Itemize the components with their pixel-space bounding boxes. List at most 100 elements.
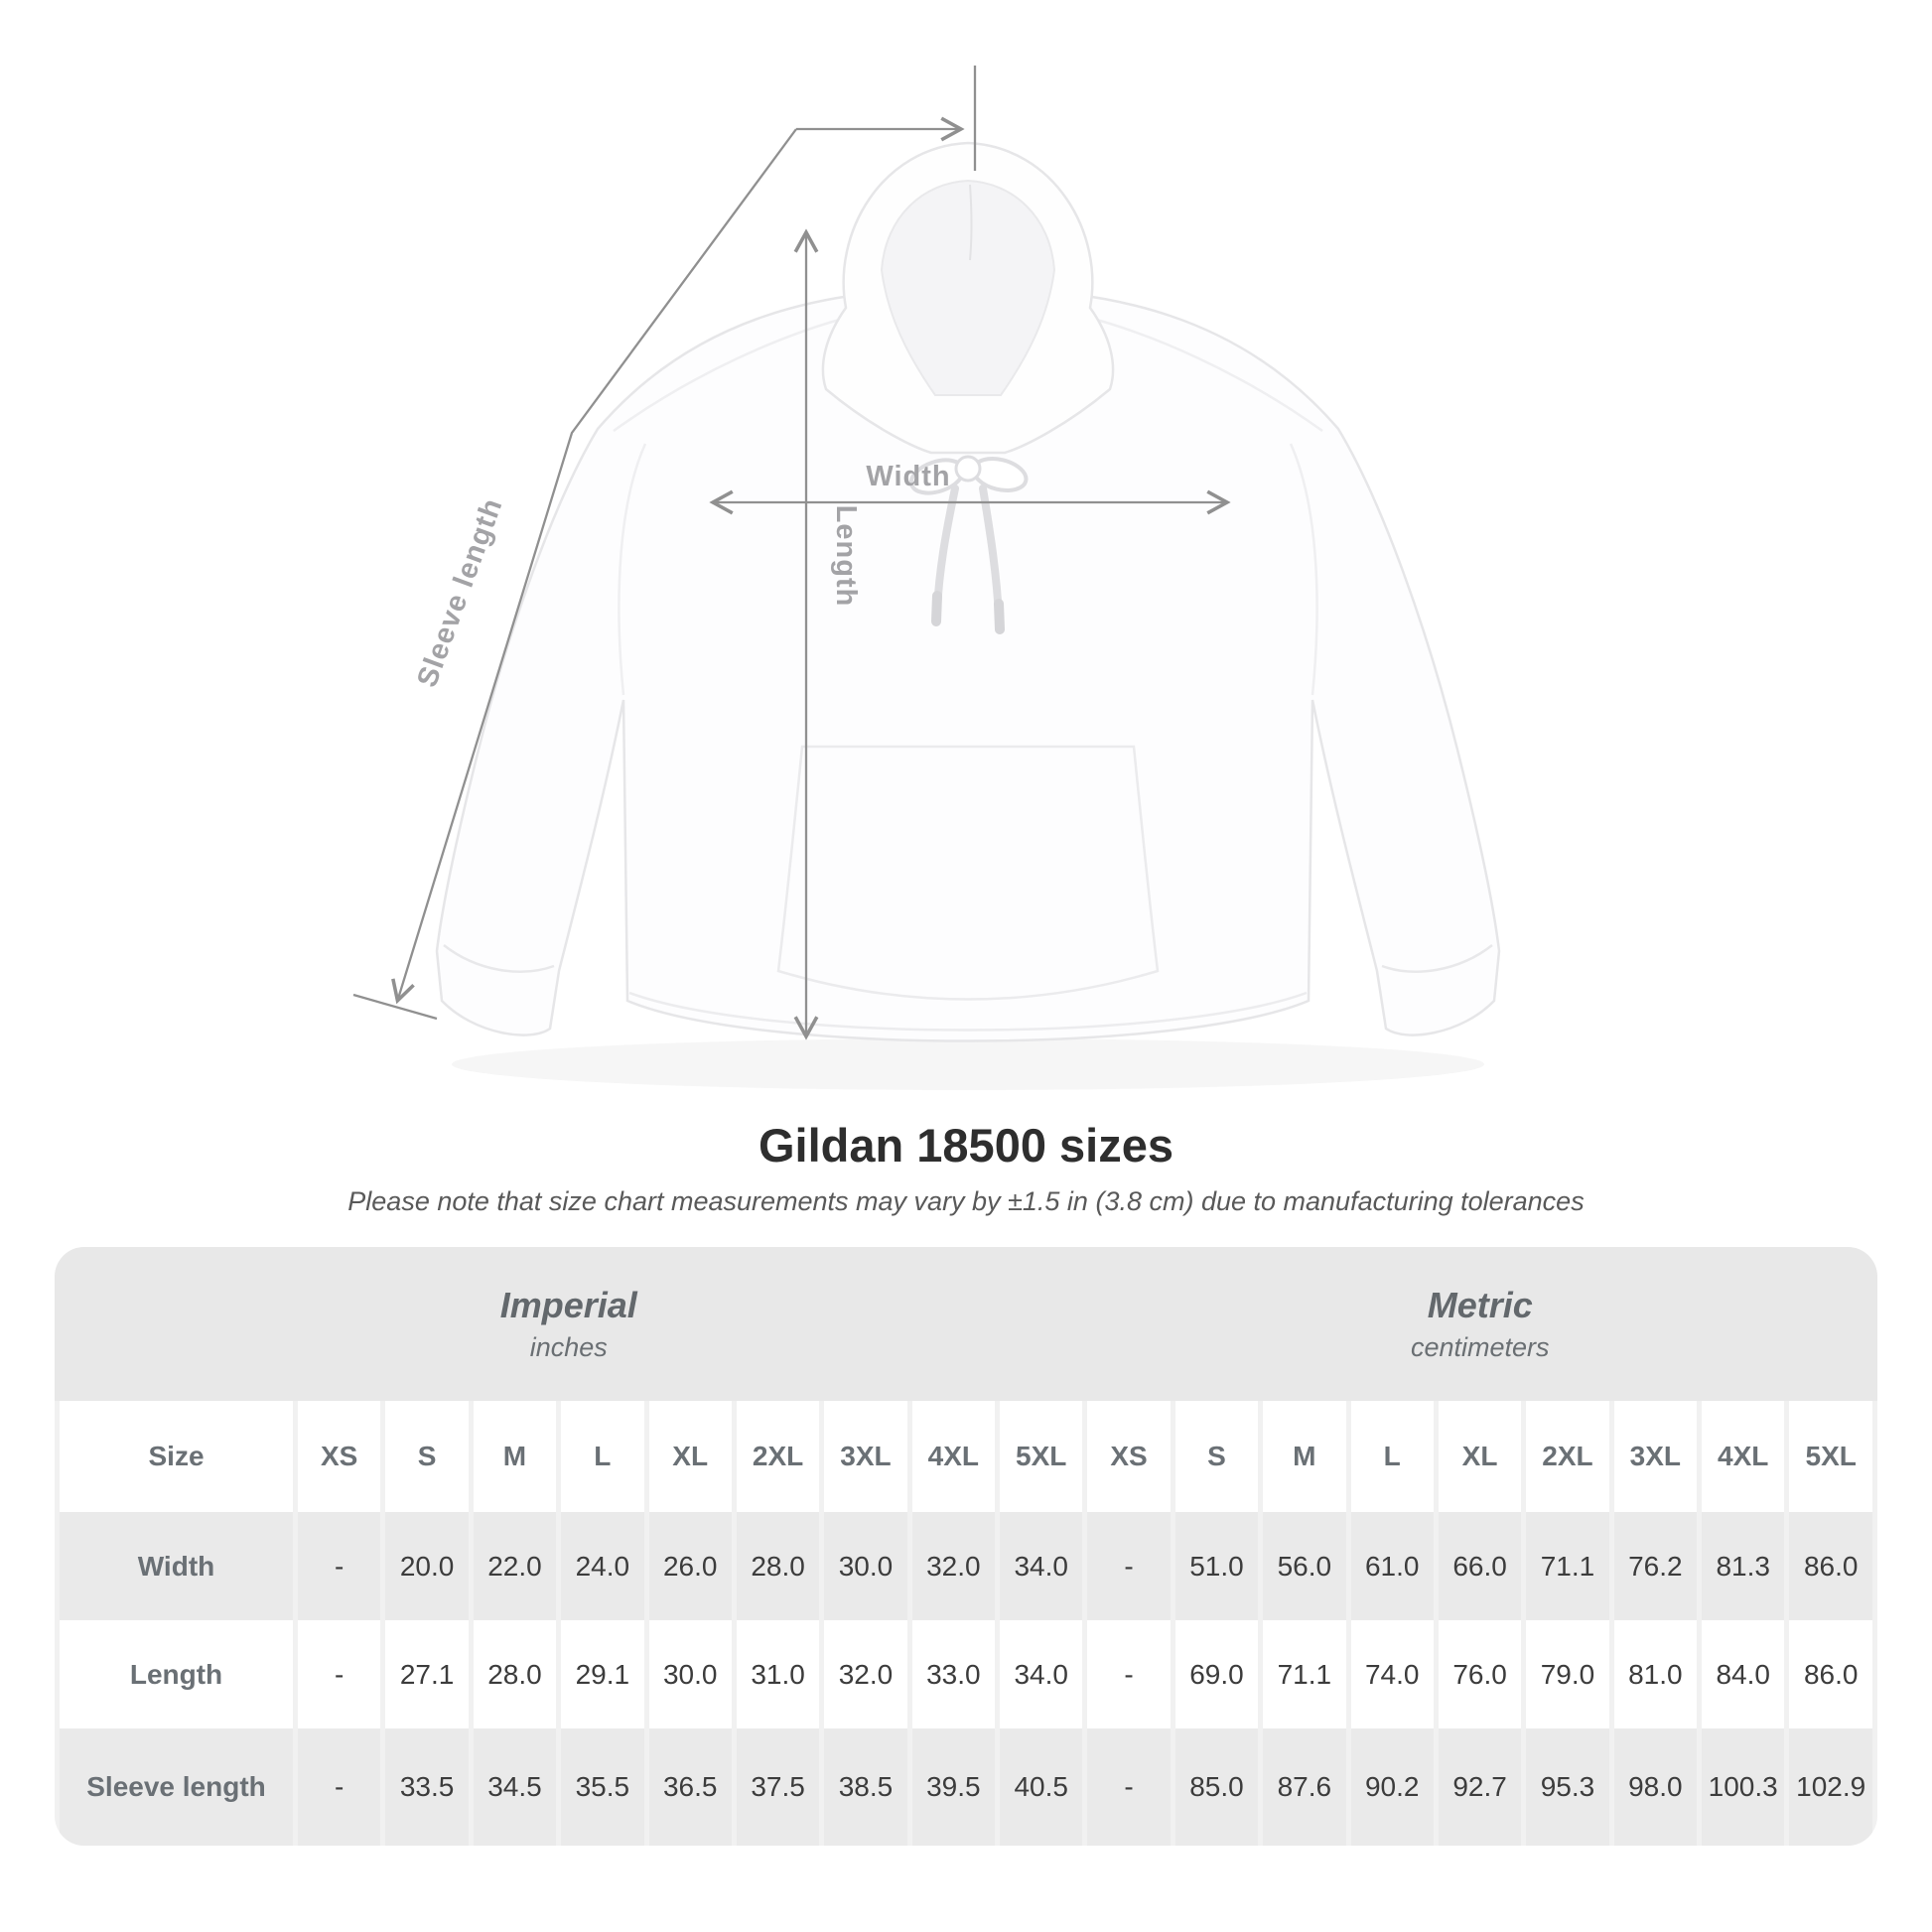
size-header-cell: S — [1174, 1401, 1259, 1513]
row-label: Width — [60, 1512, 293, 1621]
hood-inner-seam — [969, 184, 973, 261]
value-cell: 36.5 — [648, 1728, 732, 1847]
size-header-cell: L — [1350, 1401, 1434, 1513]
metric-section-header: Metric centimeters — [1083, 1247, 1877, 1401]
table-row: Sleeve length -33.5 34.5 35.5 36.5 37.5 38.5 39… — [60, 1728, 1872, 1847]
value-cell: 32.0 — [824, 1620, 907, 1729]
value-cell: 86.0 — [1789, 1512, 1872, 1621]
value-cell: 34.5 — [473, 1728, 557, 1847]
size-header-cell: L — [561, 1401, 644, 1513]
size-header-cell: 4XL — [911, 1401, 995, 1513]
size-header-cell: 3XL — [824, 1401, 907, 1513]
row-label: Sleeve length — [60, 1728, 293, 1847]
value-cell: 85.0 — [1174, 1728, 1259, 1847]
size-header-cell: 3XL — [1613, 1401, 1697, 1513]
value-cell: 27.1 — [385, 1620, 469, 1729]
hood-opening — [880, 179, 1056, 396]
hem-band-seam — [628, 991, 1308, 1032]
value-cell: 40.5 — [1000, 1728, 1083, 1847]
table-row: Length -27.1 28.0 29.1 30.0 31.0 32.0 33.0 34.0-… — [60, 1620, 1872, 1729]
size-header-cell: M — [473, 1401, 557, 1513]
width-label: Width — [866, 461, 950, 492]
hoodie-diagram-canvas: Sleeve length Length Width — [352, 66, 1501, 1090]
value-cell: 30.0 — [824, 1512, 907, 1621]
value-cell: 95.3 — [1526, 1728, 1609, 1847]
length-label: Length — [830, 505, 862, 608]
right-shoulder-seam — [1081, 314, 1323, 433]
value-cell: 33.5 — [385, 1728, 469, 1847]
size-table: Imperial inches Metric centimeters Size … — [55, 1247, 1877, 1847]
size-header-cell: M — [1263, 1401, 1346, 1513]
tolerance-note: Please note that size chart measurements… — [347, 1185, 1585, 1216]
value-cell: 56.0 — [1263, 1512, 1346, 1621]
left-armhole-seam — [618, 443, 647, 696]
hoodie-body — [435, 286, 1501, 1042]
unit-band: Imperial inches Metric centimeters — [55, 1247, 1877, 1402]
size-table-grid: Size XS S M L XL 2XL 3XL 4XL 5XL XS S M L XL 2XL 3XL 4XL… — [55, 1401, 1877, 1847]
size-header-cell: 5XL — [1789, 1401, 1872, 1513]
left-shoulder-seam — [613, 314, 855, 433]
value-cell: - — [1087, 1728, 1171, 1847]
value-cell: 69.0 — [1174, 1620, 1259, 1729]
sleeve-length-label: Sleeve length — [411, 493, 508, 691]
value-cell: 71.1 — [1526, 1512, 1609, 1621]
value-cell: 79.0 — [1526, 1620, 1609, 1729]
hoodie-diagram: Sleeve length Length Width — [352, 66, 1501, 1090]
size-header-cell: 4XL — [1702, 1401, 1785, 1513]
metric-unit: centimeters — [1410, 1332, 1550, 1363]
value-cell: 32.0 — [911, 1512, 995, 1621]
value-cell: 33.0 — [911, 1620, 995, 1729]
value-cell: 20.0 — [385, 1512, 469, 1621]
imperial-title: Imperial — [499, 1285, 637, 1326]
value-cell: 74.0 — [1350, 1620, 1434, 1729]
value-cell: 90.2 — [1350, 1728, 1434, 1847]
value-cell: 34.0 — [1000, 1620, 1083, 1729]
imperial-unit: inches — [529, 1332, 608, 1363]
value-cell: 29.1 — [561, 1620, 644, 1729]
size-header-cell: 5XL — [1000, 1401, 1083, 1513]
left-cuff-seam — [443, 944, 555, 973]
value-cell: 81.0 — [1613, 1620, 1697, 1729]
size-header-cell: XS — [298, 1401, 381, 1513]
size-header-cell: XL — [648, 1401, 732, 1513]
value-cell: 76.2 — [1613, 1512, 1697, 1621]
table-row: Width -20.0 22.0 24.0 26.0 28.0 30.0 32.0 34.0-5… — [60, 1512, 1872, 1621]
size-header-cell: 2XL — [736, 1401, 820, 1513]
value-cell: 61.0 — [1350, 1512, 1434, 1621]
value-cell: 39.5 — [911, 1728, 995, 1847]
right-armhole-seam — [1289, 443, 1318, 696]
size-header-cell: XS — [1087, 1401, 1171, 1513]
value-cell: 86.0 — [1789, 1620, 1872, 1729]
hoodie-illustration — [435, 141, 1501, 1042]
size-header-row: Size XS S M L XL 2XL 3XL 4XL 5XL XS S M L XL 2XL 3XL 4XL… — [60, 1401, 1872, 1513]
size-column-header: Size — [60, 1401, 293, 1513]
value-cell: 84.0 — [1702, 1620, 1785, 1729]
value-cell: 98.0 — [1613, 1728, 1697, 1847]
page-title: Gildan 18500 sizes — [758, 1119, 1174, 1172]
value-cell: 100.3 — [1702, 1728, 1785, 1847]
value-cell: - — [1087, 1620, 1171, 1729]
value-cell: 24.0 — [561, 1512, 644, 1621]
value-cell: 92.7 — [1438, 1728, 1522, 1847]
measurement-lines — [352, 66, 1231, 1040]
value-cell: 35.5 — [561, 1728, 644, 1847]
value-cell: 28.0 — [736, 1512, 820, 1621]
value-cell: - — [298, 1512, 381, 1621]
value-cell: 28.0 — [473, 1620, 557, 1729]
value-cell: 26.0 — [648, 1512, 732, 1621]
sleeve-length-line — [391, 128, 797, 1005]
imperial-section-header: Imperial inches — [55, 1247, 1083, 1401]
value-cell: 34.0 — [1000, 1512, 1083, 1621]
value-cell: 76.0 — [1438, 1620, 1522, 1729]
row-label: Length — [60, 1620, 293, 1729]
value-cell: 22.0 — [473, 1512, 557, 1621]
hoodie-shadow — [452, 1038, 1484, 1090]
value-cell: 102.9 — [1789, 1728, 1872, 1847]
value-cell: 30.0 — [648, 1620, 732, 1729]
value-cell: 71.1 — [1263, 1620, 1346, 1729]
size-header-cell: XL — [1438, 1401, 1522, 1513]
value-cell: 87.6 — [1263, 1728, 1346, 1847]
right-cuff-seam — [1381, 944, 1493, 973]
value-cell: 81.3 — [1702, 1512, 1785, 1621]
